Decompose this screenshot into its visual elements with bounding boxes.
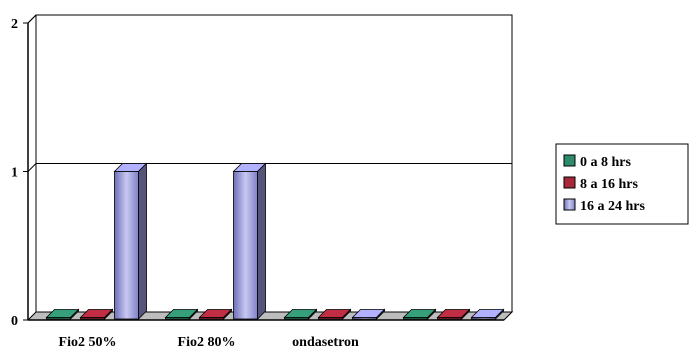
legend-swatch <box>563 198 576 211</box>
bar-front <box>80 317 105 320</box>
legend-item: 8 a 16 hrs <box>563 176 639 192</box>
x-tick-label: ondasetron <box>292 335 359 350</box>
bar-front <box>284 317 309 320</box>
legend-swatch <box>563 176 576 189</box>
bar <box>351 308 386 320</box>
legend-box <box>555 143 689 225</box>
axes <box>23 14 504 321</box>
gridline-depth <box>27 163 37 172</box>
legend-item: 0 a 8 hrs <box>563 154 632 170</box>
bar <box>45 308 80 320</box>
bar-front <box>437 317 462 320</box>
bar-side <box>138 162 147 320</box>
legend-label: 0 a 8 hrs <box>580 155 632 170</box>
bar <box>283 308 318 320</box>
bar-side <box>257 162 266 320</box>
legend-label: 16 a 24 hrs <box>580 199 646 214</box>
legend-swatch <box>563 154 576 167</box>
legend: 0 a 8 hrs 8 a 16 hrs 16 a 24 hrs <box>555 143 689 225</box>
plot-area <box>26 14 514 321</box>
bar <box>470 308 505 320</box>
bar-front <box>114 171 139 320</box>
y-tick-label: 0 <box>11 314 18 329</box>
x-tick-label: Fio2 50% <box>59 335 117 350</box>
bar <box>232 162 267 320</box>
legend-label: 8 a 16 hrs <box>580 177 639 192</box>
legend-item: 16 a 24 hrs <box>563 198 646 214</box>
y-tick-label: 2 <box>11 17 18 32</box>
bar-front <box>318 317 343 320</box>
bar-front <box>403 317 428 320</box>
bar-front <box>199 317 224 320</box>
bar <box>317 308 352 320</box>
labels: 0 1 2 Fio2 50% Fio2 80% ondasetron <box>11 17 359 350</box>
bar-front <box>471 317 496 320</box>
bar <box>79 308 114 320</box>
side-wall-edge <box>27 14 37 24</box>
bars <box>45 162 505 320</box>
bar-front <box>233 171 258 320</box>
bar-front <box>352 317 377 320</box>
bar <box>164 308 199 320</box>
bar-front <box>46 317 71 320</box>
bar <box>198 308 233 320</box>
bar <box>402 308 437 320</box>
bar-front <box>165 317 190 320</box>
y-tick-label: 1 <box>11 166 18 181</box>
bar <box>436 308 471 320</box>
x-tick-label: Fio2 80% <box>178 335 236 350</box>
bar <box>113 162 148 320</box>
